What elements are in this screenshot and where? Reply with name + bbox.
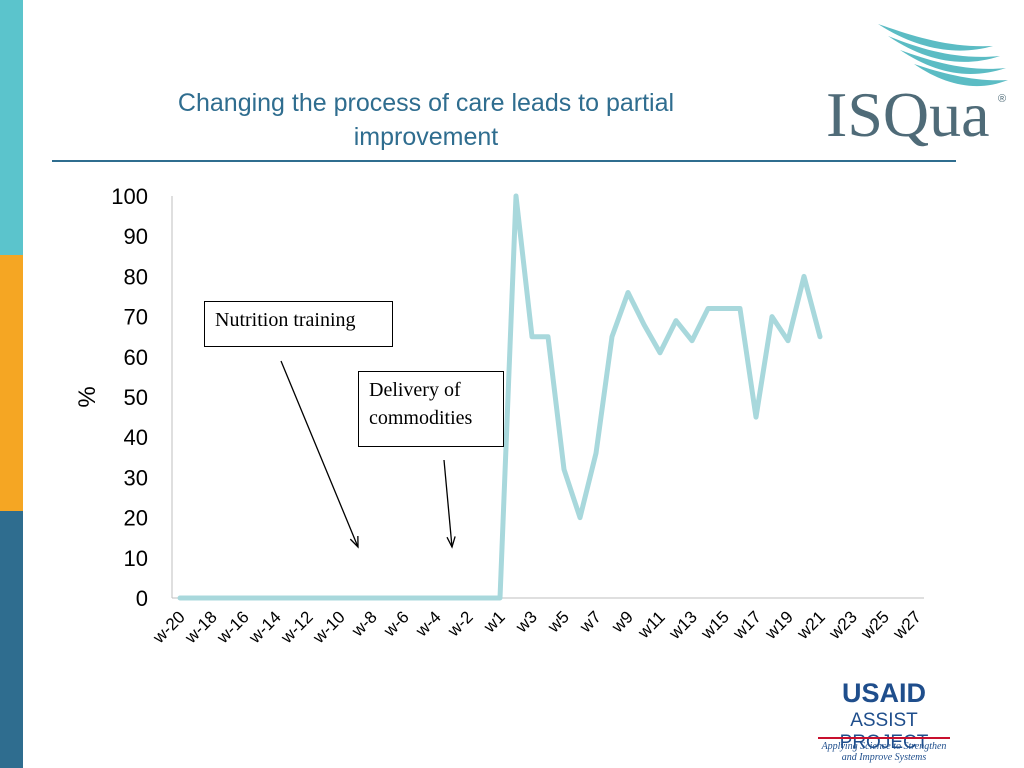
- y-tick-label: 80: [124, 264, 148, 289]
- slide-title: Changing the process of care leads to pa…: [100, 86, 752, 154]
- annotation-nutrition-text: Nutrition training: [215, 309, 356, 331]
- usaid-tagline-line1: Applying Science to Strengthen: [821, 741, 947, 752]
- y-axis: 0 10 20 30 40 50 60 70 80 90 100: [111, 184, 173, 611]
- series: [177, 193, 823, 601]
- x-tick-label: w15: [697, 607, 733, 643]
- x-tick-label: w-18: [181, 607, 221, 647]
- y-tick-label: 60: [124, 345, 148, 370]
- isqua-logo: ISQua ®: [826, 24, 1008, 150]
- x-tick-label: w23: [825, 607, 861, 643]
- y-tick-label: 0: [136, 586, 148, 611]
- annotation-delivery-line1: Delivery of: [369, 379, 461, 401]
- x-tick-label: w3: [511, 607, 541, 637]
- y-tick-label: 50: [124, 385, 148, 410]
- x-tick-label: w25: [857, 607, 893, 643]
- annotation-delivery-line2: commodities: [369, 407, 473, 429]
- x-tick-label: w-6: [379, 607, 413, 641]
- annotation-nutrition-training: Nutrition training: [204, 301, 393, 347]
- x-tick-label: w-20: [149, 607, 189, 647]
- usaid-tagline: Applying Science to Strengthen and Impro…: [808, 741, 960, 763]
- y-tick-label: 90: [124, 224, 148, 249]
- isqua-registered-mark: ®: [998, 93, 1006, 105]
- sidebar-stripe-blue: [0, 511, 23, 768]
- y-tick-label: 30: [124, 465, 148, 490]
- x-tick-label: w11: [634, 607, 669, 642]
- x-tick-label: w-10: [309, 607, 349, 647]
- slide-title-line2: improvement: [353, 123, 499, 151]
- series-line: [177, 193, 823, 601]
- y-tick-label: 40: [124, 425, 148, 450]
- title-divider: [52, 160, 956, 162]
- x-tick-label: w7: [575, 607, 605, 637]
- y-tick-label: 70: [124, 305, 148, 330]
- sidebar-stripe-teal: [0, 0, 23, 255]
- y-tick-label: 100: [111, 184, 148, 209]
- arrow-nutrition-training: [280, 360, 359, 549]
- x-tick-label: w17: [729, 607, 765, 643]
- annotation-arrows: [280, 360, 456, 549]
- x-tick-label: w-4: [411, 607, 445, 641]
- isqua-wordmark: ISQua: [826, 79, 990, 150]
- usaid-divider: [818, 737, 950, 739]
- sidebar-stripe-orange: [0, 255, 23, 511]
- x-tick-label: w5: [543, 607, 573, 637]
- x-tick-label: w-2: [443, 607, 477, 641]
- usaid-tagline-line2: and Improve Systems: [841, 752, 927, 763]
- x-tick-label: w19: [761, 607, 797, 643]
- x-tick-label: w-14: [245, 607, 285, 647]
- y-tick-label: 10: [124, 546, 148, 571]
- x-tick-label: w-8: [347, 607, 381, 641]
- x-tick-label: w-12: [277, 607, 317, 647]
- isqua-wave-icon: [878, 24, 1008, 87]
- x-tick-label: w9: [607, 607, 637, 637]
- x-tick-label: w1: [479, 607, 509, 637]
- y-axis-label: %: [74, 386, 101, 407]
- arrow-delivery-commodities: [443, 459, 456, 549]
- x-tick-label: w-16: [213, 607, 253, 647]
- x-tick-label: w21: [793, 607, 829, 643]
- usaid-assist-logo: USAID ASSIST PROJECT Applying Science to…: [808, 678, 968, 766]
- slide-title-line1: Changing the process of care leads to pa…: [177, 89, 675, 117]
- usaid-wordmark: USAID: [841, 678, 926, 708]
- x-tick-label: w13: [665, 607, 701, 643]
- x-tick-label: w27: [889, 607, 925, 643]
- y-tick-label: 20: [124, 506, 148, 531]
- annotation-delivery-commodities: Delivery of commodities: [358, 371, 504, 447]
- x-axis: w-20w-18w-16w-14w-12w-10 w-8 w-6 w-4 w-2 w1 w3…: [149, 597, 925, 648]
